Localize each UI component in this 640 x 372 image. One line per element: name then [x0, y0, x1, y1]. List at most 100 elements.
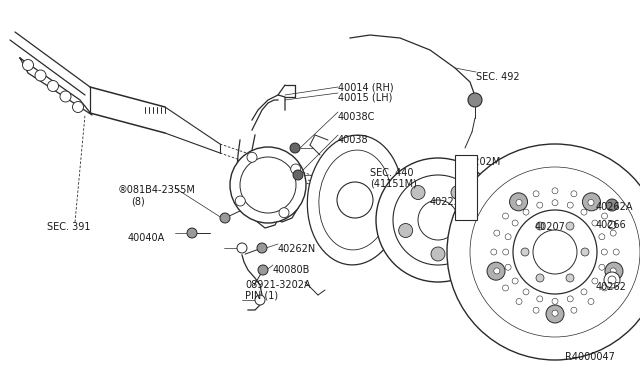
Text: 40262N: 40262N — [278, 244, 316, 254]
Circle shape — [602, 213, 607, 219]
Circle shape — [613, 249, 620, 255]
Circle shape — [516, 298, 522, 305]
Circle shape — [523, 209, 529, 215]
Circle shape — [35, 70, 46, 81]
Text: ®081B4-2355M: ®081B4-2355M — [118, 185, 196, 195]
Circle shape — [592, 278, 598, 284]
Circle shape — [240, 157, 296, 213]
Circle shape — [536, 222, 544, 230]
Circle shape — [566, 274, 574, 282]
Circle shape — [72, 102, 83, 112]
Circle shape — [581, 289, 587, 295]
Circle shape — [552, 188, 558, 194]
Circle shape — [537, 296, 543, 302]
Circle shape — [337, 182, 373, 218]
Circle shape — [581, 209, 587, 215]
Circle shape — [399, 224, 413, 237]
Circle shape — [606, 199, 618, 211]
Circle shape — [512, 278, 518, 284]
Circle shape — [220, 213, 230, 223]
Circle shape — [502, 285, 509, 291]
Circle shape — [602, 285, 607, 291]
Circle shape — [509, 193, 527, 211]
Bar — [455, 155, 477, 220]
Text: (41151M): (41151M) — [370, 179, 417, 189]
Text: 40262: 40262 — [596, 282, 627, 292]
Circle shape — [581, 248, 589, 256]
Ellipse shape — [307, 135, 403, 265]
Circle shape — [502, 213, 509, 219]
Circle shape — [491, 249, 497, 255]
Circle shape — [230, 147, 306, 223]
Circle shape — [236, 196, 245, 206]
Circle shape — [566, 222, 574, 230]
Circle shape — [599, 234, 605, 240]
Text: 40202M: 40202M — [462, 157, 501, 167]
Text: 40080B: 40080B — [273, 265, 310, 275]
Circle shape — [588, 199, 594, 205]
Circle shape — [463, 224, 477, 237]
Circle shape — [605, 262, 623, 280]
Text: 40262A: 40262A — [596, 202, 634, 212]
Circle shape — [293, 170, 303, 180]
Text: SEC. 440: SEC. 440 — [370, 168, 413, 178]
Circle shape — [291, 164, 301, 174]
Circle shape — [505, 264, 511, 270]
Circle shape — [468, 93, 482, 107]
Circle shape — [552, 310, 558, 316]
Circle shape — [60, 91, 71, 102]
Circle shape — [431, 247, 445, 261]
Circle shape — [588, 298, 594, 305]
Circle shape — [418, 200, 458, 240]
Circle shape — [237, 243, 247, 253]
Circle shape — [608, 221, 616, 229]
Circle shape — [552, 200, 558, 206]
Text: PIN (1): PIN (1) — [245, 291, 278, 301]
Circle shape — [592, 220, 598, 226]
Circle shape — [279, 208, 289, 218]
Circle shape — [187, 228, 197, 238]
Circle shape — [610, 230, 616, 236]
Text: 40038: 40038 — [338, 135, 369, 145]
Circle shape — [376, 158, 500, 282]
Circle shape — [447, 144, 640, 360]
Circle shape — [513, 210, 597, 294]
Circle shape — [502, 249, 509, 255]
Text: 08921-3202A: 08921-3202A — [245, 280, 310, 290]
Circle shape — [533, 191, 539, 197]
Circle shape — [571, 307, 577, 313]
Circle shape — [571, 191, 577, 197]
Text: R4000047: R4000047 — [565, 352, 615, 362]
Circle shape — [516, 199, 522, 205]
Text: 40222: 40222 — [430, 197, 461, 207]
Circle shape — [602, 249, 607, 255]
Text: 40015 (LH): 40015 (LH) — [338, 93, 392, 103]
Circle shape — [257, 243, 267, 253]
Circle shape — [494, 268, 500, 274]
Circle shape — [567, 202, 573, 208]
Circle shape — [512, 220, 518, 226]
Circle shape — [536, 274, 544, 282]
Text: (8): (8) — [131, 196, 145, 206]
Circle shape — [411, 186, 425, 199]
Circle shape — [582, 193, 600, 211]
Circle shape — [47, 80, 58, 92]
Circle shape — [552, 298, 558, 304]
Circle shape — [393, 175, 483, 265]
Circle shape — [247, 152, 257, 162]
Circle shape — [608, 276, 616, 284]
Circle shape — [290, 143, 300, 153]
Circle shape — [523, 289, 529, 295]
Text: 40207: 40207 — [535, 222, 566, 232]
Circle shape — [533, 230, 577, 274]
Circle shape — [255, 295, 265, 305]
Circle shape — [22, 60, 33, 71]
Text: SEC. 492: SEC. 492 — [476, 72, 520, 82]
Circle shape — [604, 272, 620, 288]
Circle shape — [610, 268, 616, 274]
Circle shape — [521, 248, 529, 256]
Text: 40038C: 40038C — [338, 112, 376, 122]
Text: SEC. 391: SEC. 391 — [47, 222, 90, 232]
Circle shape — [599, 264, 605, 270]
Text: 40040A: 40040A — [128, 233, 165, 243]
